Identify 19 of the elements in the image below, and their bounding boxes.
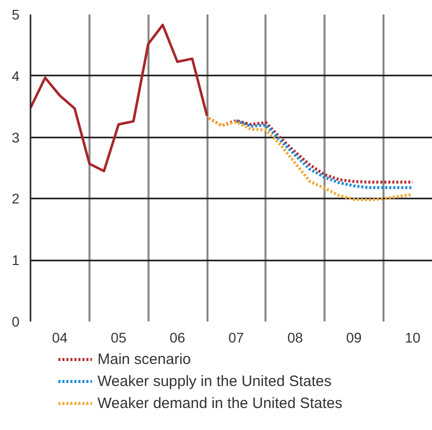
legend-label: Weaker demand in the United States bbox=[98, 395, 342, 412]
x-tick-label: 09 bbox=[346, 330, 362, 346]
legend-label: Main scenario bbox=[98, 351, 191, 368]
x-tick-label: 07 bbox=[228, 330, 244, 346]
y-tick-label: 5 bbox=[12, 6, 20, 22]
x-tick-label: 06 bbox=[170, 330, 186, 346]
x-tick-label: 04 bbox=[52, 330, 68, 346]
line-series bbox=[206, 116, 414, 202]
y-tick-label: 1 bbox=[12, 252, 20, 268]
legend-label: Weaker supply in the United States bbox=[98, 373, 332, 390]
line-series bbox=[30, 24, 208, 172]
y-tick-label: 4 bbox=[12, 68, 20, 84]
x-tick-label: 08 bbox=[287, 330, 304, 346]
line-series bbox=[234, 119, 414, 190]
y-tick-label: 3 bbox=[12, 129, 20, 146]
y-tick-label: 2 bbox=[12, 190, 20, 207]
x-tick-label: 05 bbox=[110, 330, 127, 346]
y-tick-label: 0 bbox=[12, 314, 20, 330]
x-tick-label: 10 bbox=[404, 330, 421, 346]
